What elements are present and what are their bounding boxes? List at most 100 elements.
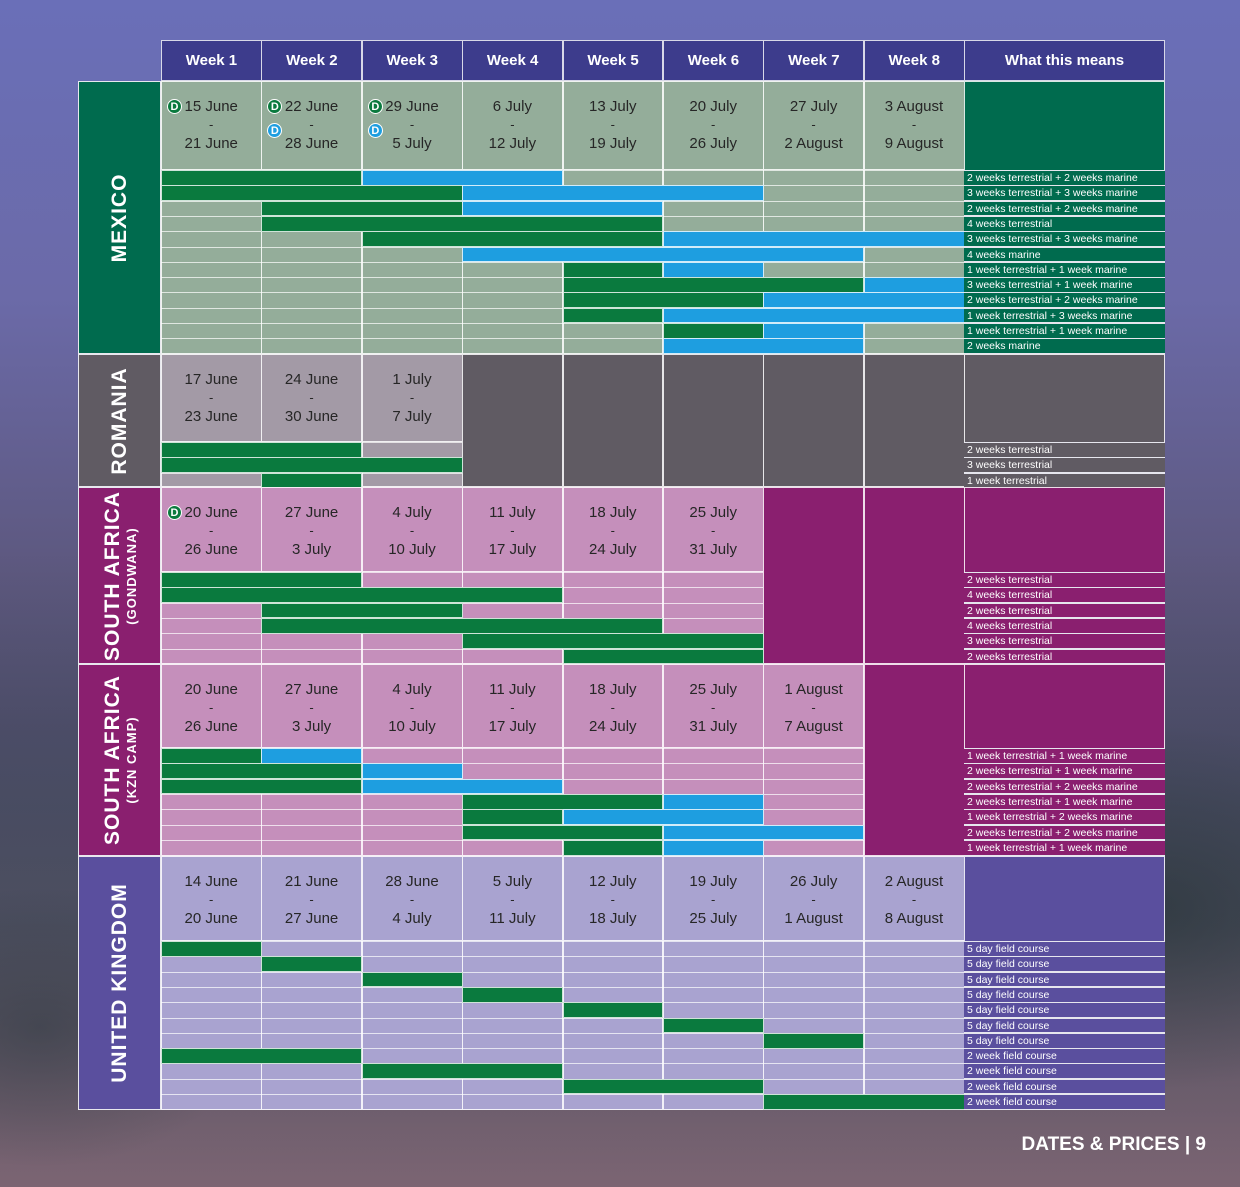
- terrestrial-bar: [361, 231, 664, 247]
- start-date: 17 June: [184, 371, 238, 388]
- marine-bar: [663, 839, 764, 856]
- start-date: 21 June: [284, 873, 339, 890]
- week-dates: 13 July - 19 July: [563, 81, 663, 170]
- week-dates: 18 July - 24 July: [563, 487, 663, 572]
- date-separator: -: [409, 390, 415, 405]
- meaning-text: 2 week field course: [964, 1063, 1165, 1080]
- end-date: 2 August: [784, 135, 843, 152]
- terrestrial-bar: [562, 307, 664, 324]
- timeline-row: [161, 1048, 965, 1064]
- start-date: 4 July: [392, 681, 432, 698]
- country-title: SOUTH AFRICA: [100, 675, 124, 845]
- week-header-1: Week 1: [161, 40, 262, 81]
- end-date: 21 June: [184, 135, 238, 152]
- end-date: 11 July: [489, 910, 536, 927]
- meaning-text: 5 day field course: [964, 941, 1165, 957]
- country-name-uk: UNITED KINGDOM: [108, 883, 132, 1083]
- week-dates: 5 July - 11 July: [462, 856, 562, 941]
- week-header-8: Week 8: [863, 40, 965, 81]
- country-subtitle: (KZN CAMP): [123, 716, 139, 804]
- terrestrial-bar: [161, 185, 463, 202]
- marine-bar: [261, 748, 363, 764]
- marine-bar: [663, 307, 965, 324]
- start-date: 27 June: [284, 681, 339, 698]
- week-dates: 15 June - 21 June: [161, 81, 261, 170]
- start-date: 27 July: [789, 98, 838, 115]
- date-range-cell: [161, 81, 262, 170]
- date-separator: -: [510, 700, 515, 715]
- terrestrial-bar: [763, 1094, 965, 1110]
- date-range-cell: [763, 664, 865, 748]
- meaning-text: 2 weeks terrestrial + 2 weeks marine: [964, 824, 1165, 841]
- terrestrial-bar: [663, 323, 764, 339]
- week-dates: 20 June - 26 June: [161, 664, 261, 748]
- date-range-cell: [261, 664, 363, 748]
- date-range-cell: [663, 856, 764, 941]
- marine-bar: [462, 200, 664, 217]
- date-range-cell: [462, 664, 564, 748]
- date-range-cell: [361, 487, 463, 572]
- marine-bar: [462, 246, 865, 263]
- meaning-header: What this means: [964, 40, 1165, 81]
- meaning-text: 2 weeks terrestrial: [964, 602, 1165, 619]
- grid-cell: [663, 354, 764, 487]
- end-date: 7 July: [392, 408, 432, 425]
- end-date: 26 June: [184, 541, 238, 558]
- week-dates: 27 June - 3 July: [261, 487, 361, 572]
- end-date: 4 July: [392, 910, 432, 927]
- start-date: 12 July: [589, 873, 637, 890]
- week-dates: 17 June - 23 June: [161, 354, 261, 442]
- end-date: 3 July: [291, 718, 332, 735]
- meaning-text: 2 week field course: [964, 1048, 1165, 1064]
- end-date: 9 August: [884, 135, 944, 152]
- end-date: 20 June: [184, 910, 238, 927]
- timeline-row: [161, 971, 965, 988]
- week-dates: 6 July - 12 July: [462, 81, 562, 170]
- end-date: 8 August: [884, 910, 944, 927]
- week-dates: 25 July - 31 July: [663, 487, 763, 572]
- date-range-cell: [161, 664, 262, 748]
- week-dates: 27 June - 3 July: [261, 664, 361, 748]
- date-range-cell: [863, 856, 965, 941]
- date-range-cell: [261, 856, 363, 941]
- end-date: 31 July: [689, 718, 737, 735]
- meaning-text: 4 weeks terrestrial: [964, 587, 1165, 604]
- meaning-text: 1 week terrestrial + 1 week marine: [964, 839, 1165, 856]
- meaning-text: 3 weeks terrestrial: [964, 633, 1165, 649]
- terrestrial-bar: [663, 1017, 764, 1034]
- end-date: 26 July: [689, 135, 737, 152]
- end-date: 3 July: [291, 541, 332, 558]
- end-date: 17 July: [488, 718, 537, 735]
- country-name-sa-kzn: SOUTH AFRICA (KZN CAMP): [101, 675, 139, 845]
- terrestrial-bar: [161, 457, 463, 474]
- week-dates: 3 August - 9 August: [864, 81, 964, 170]
- meaning-text: 4 weeks terrestrial: [964, 617, 1165, 634]
- dive-marine-badge-icon: D: [267, 123, 283, 138]
- timeline-row: [161, 1094, 965, 1110]
- terrestrial-bar: [562, 839, 664, 856]
- marine-bar: [663, 231, 965, 247]
- terrestrial-bar: [562, 261, 664, 278]
- date-separator: -: [309, 390, 314, 405]
- end-date: 5 July: [392, 135, 432, 152]
- meaning-text: 3 weeks terrestrial + 3 weeks marine: [964, 231, 1165, 247]
- end-date: 31 July: [689, 541, 737, 558]
- start-date: 5 July: [492, 873, 532, 890]
- date-separator: -: [209, 117, 214, 132]
- date-range-cell: [663, 81, 764, 170]
- meaning-text: 2 week field course: [964, 1078, 1165, 1095]
- date-separator: -: [309, 700, 314, 715]
- date-range-cell: [161, 856, 262, 941]
- end-date: 27 June: [284, 910, 339, 927]
- week-header-6: Week 6: [663, 40, 764, 81]
- date-separator: -: [610, 892, 615, 907]
- terrestrial-bar: [261, 602, 463, 619]
- terrestrial-bar: [161, 587, 564, 604]
- meaning-text: 1 week terrestrial + 1 week marine: [964, 261, 1165, 278]
- week-dates: 28 June - 4 July: [362, 856, 462, 941]
- start-date: 15 June: [184, 98, 238, 115]
- terrestrial-bar: [462, 809, 564, 825]
- meaning-text: 2 weeks terrestrial + 1 week marine: [964, 793, 1165, 810]
- end-date: 23 June: [184, 408, 238, 425]
- date-range-cell: [763, 81, 865, 170]
